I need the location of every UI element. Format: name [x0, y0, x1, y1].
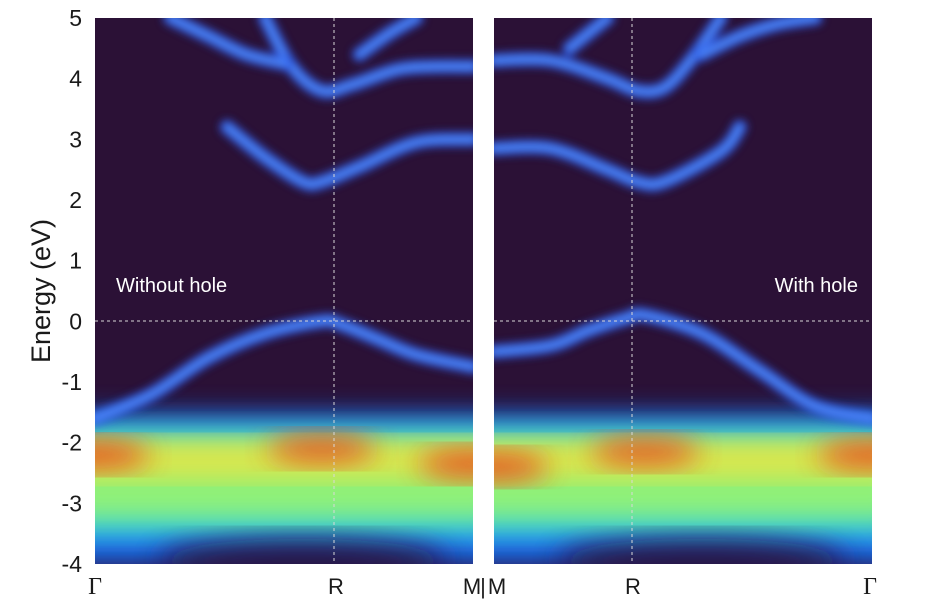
- panel-without-hole: Without hole: [95, 18, 473, 564]
- kpath-label-gamma-left: Γ: [88, 574, 102, 600]
- kpath-label-r-right: R: [625, 574, 641, 599]
- kpath-label-m-right: M: [488, 574, 506, 599]
- y-tick-label: 1: [69, 248, 82, 274]
- kpath-label-r-left: R: [328, 574, 344, 599]
- valence-gap-dark: [159, 538, 447, 564]
- y-tick-label: -1: [62, 369, 82, 395]
- valence-hotspot: [418, 449, 473, 478]
- y-tick-label: -2: [62, 430, 82, 456]
- kpath-label-m-left: M: [463, 574, 481, 599]
- annotation-with-hole: With hole: [775, 275, 858, 297]
- y-tick-label: -4: [62, 551, 83, 577]
- bands-left: [95, 18, 473, 427]
- y-tick-label: 2: [69, 187, 82, 213]
- band-curve: [494, 123, 744, 189]
- band-curve: [95, 317, 473, 422]
- valence-hotspot: [817, 440, 872, 469]
- valence-gap-dark: [558, 538, 846, 564]
- panel-with-hole: With hole: [494, 18, 872, 564]
- band-curve: [566, 18, 611, 52]
- y-tick-label: -3: [62, 490, 82, 516]
- y-tick-label: 5: [69, 5, 82, 31]
- band-curve: [356, 18, 420, 58]
- valence-hotspot: [95, 440, 150, 469]
- valence-manifold-right: [494, 415, 872, 564]
- y-tick-label: 0: [69, 308, 82, 334]
- y-tick-labels: 5 4 3 2 1 0 -1 -2 -3 -4: [62, 5, 83, 577]
- band-curve: [167, 18, 288, 67]
- annotation-without-hole: Without hole: [116, 275, 227, 297]
- valence-hotspot: [494, 452, 549, 481]
- band-curve: [494, 310, 872, 422]
- valence-hotspot: [590, 437, 701, 466]
- kpath-label-gamma-right: Γ: [863, 574, 877, 600]
- valence-manifold-left: [95, 415, 473, 564]
- bands-right: [494, 18, 872, 427]
- y-tick-label: 3: [69, 126, 82, 152]
- y-axis-label: Energy (eV): [26, 219, 56, 363]
- y-tick-label: 4: [69, 66, 82, 92]
- valence-hotspot: [266, 434, 377, 463]
- band-curve: [223, 123, 473, 188]
- band-curve: [494, 18, 725, 96]
- band-curve: [261, 18, 473, 96]
- band-curve: [698, 18, 819, 58]
- kpath-separator: |: [480, 574, 486, 599]
